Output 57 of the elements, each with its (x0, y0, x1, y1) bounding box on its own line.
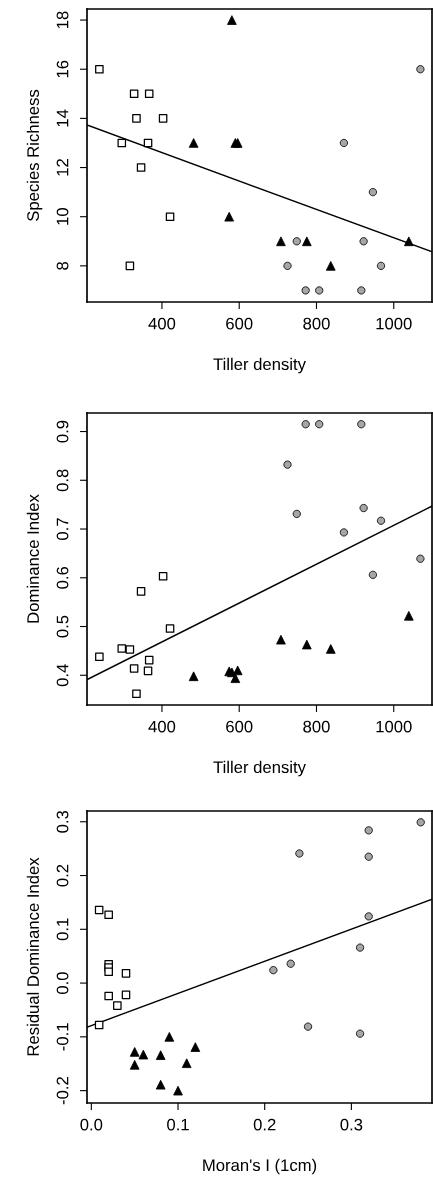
y-axis-title: Residual Dominance Index (26, 857, 39, 1056)
point (132, 689, 141, 699)
x-tick-label: 1000 (376, 720, 412, 733)
point (144, 89, 154, 99)
x-axis-title: Tiller density (213, 357, 306, 374)
y-tick-label: 18 (56, 11, 69, 29)
point (121, 969, 131, 978)
y-axis-title: Dominance Index (26, 494, 39, 623)
point (132, 114, 141, 123)
x-tick-label: 600 (226, 720, 253, 733)
x-tick-label: 400 (148, 317, 176, 330)
y-tick-label: 0.9 (56, 420, 69, 443)
point (117, 138, 127, 148)
x-tick-label: 600 (226, 317, 253, 330)
point (165, 624, 175, 633)
x-tick-label: 400 (148, 720, 176, 733)
point (144, 655, 154, 665)
point (158, 114, 168, 123)
point (158, 572, 168, 581)
point (125, 645, 135, 654)
y-tick-label: -0.2 (56, 1077, 69, 1105)
point (104, 967, 113, 977)
x-axis-title: Moran's I (1cm) (203, 1158, 317, 1175)
y-tick-label: 12 (56, 159, 69, 176)
point (165, 212, 175, 222)
y-tick-label: 10 (56, 208, 69, 225)
x-tick-label: 0.1 (167, 1118, 189, 1131)
y-tick-label: 0.7 (56, 518, 69, 540)
y-tick-label: 0.3 (56, 810, 69, 833)
y-tick-label: 0.8 (56, 469, 69, 492)
y-tick-label: 0.6 (56, 566, 69, 589)
x-tick-label: 800 (303, 720, 330, 733)
y-tick-label: 14 (56, 109, 69, 127)
x-tick-label: 0.0 (80, 1118, 103, 1131)
point (129, 664, 139, 673)
y-tick-label: 0.1 (56, 918, 69, 941)
point (136, 587, 146, 596)
point (95, 64, 104, 74)
x-tick-label: 0.3 (340, 1118, 363, 1131)
point (136, 163, 146, 172)
y-tick-label: 0.2 (56, 864, 69, 887)
point (95, 652, 104, 662)
x-tick-label: 0.2 (253, 1118, 276, 1131)
x-axis-title: Tiller density (213, 760, 306, 777)
point (104, 910, 113, 920)
point (113, 1001, 122, 1010)
y-tick-label: -0.1 (56, 1023, 69, 1051)
y-tick-label: 8 (56, 261, 69, 270)
y-tick-label: 0.0 (56, 972, 69, 995)
point (104, 991, 113, 1001)
x-tick-label: 800 (303, 317, 330, 330)
x-tick-label: 1000 (376, 317, 412, 330)
y-axis-title: Species Richness (26, 89, 43, 221)
point (117, 644, 127, 653)
y-tick-label: 16 (56, 60, 69, 78)
y-tick-label: 0.4 (56, 664, 69, 687)
y-tick-label: 0.5 (56, 615, 69, 638)
